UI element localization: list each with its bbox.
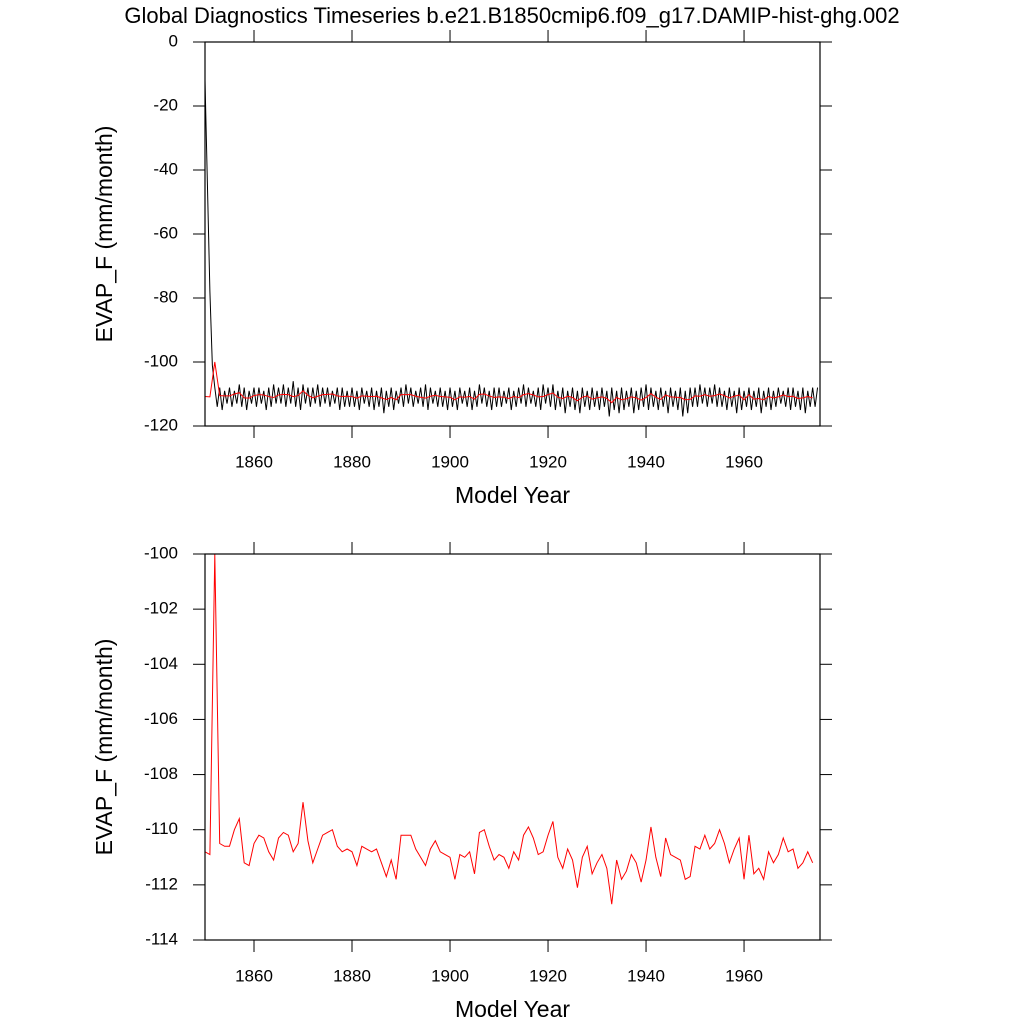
y-tick-label: -60 bbox=[153, 223, 178, 242]
x-axis-label: Model Year bbox=[455, 996, 570, 1022]
y-tick-label: -40 bbox=[153, 159, 178, 178]
y-tick-label: -80 bbox=[153, 287, 178, 306]
y-tick-label: -102 bbox=[144, 599, 178, 618]
plot-frame bbox=[204, 41, 821, 427]
chart-title: Global Diagnostics Timeseries b.e21.B185… bbox=[124, 3, 899, 28]
x-tick-label: 1960 bbox=[725, 452, 763, 471]
x-tick-label: 1940 bbox=[627, 452, 665, 471]
x-tick-label: 1940 bbox=[627, 966, 665, 985]
plot-frame bbox=[204, 553, 821, 941]
x-tick-label: 1960 bbox=[725, 966, 763, 985]
x-tick-label: 1900 bbox=[431, 966, 469, 985]
data-line bbox=[204, 361, 813, 404]
x-tick-label: 1920 bbox=[529, 966, 567, 985]
y-tick-label: -114 bbox=[145, 929, 178, 948]
y-tick-label: -112 bbox=[145, 874, 178, 893]
y-axis-label: EVAP_F (mm/month) bbox=[91, 126, 117, 343]
y-tick-label: -100 bbox=[144, 543, 178, 562]
data-line bbox=[204, 553, 814, 905]
y-tick-label: -20 bbox=[153, 95, 178, 114]
y-tick-label: -100 bbox=[144, 351, 178, 370]
y-tick-label: -120 bbox=[144, 415, 178, 434]
y-axis-label: EVAP_F (mm/month) bbox=[91, 639, 117, 856]
x-tick-label: 1860 bbox=[235, 452, 273, 471]
y-tick-label: -104 bbox=[144, 654, 178, 673]
y-tick-label: -110 bbox=[145, 819, 178, 838]
x-tick-label: 1860 bbox=[235, 966, 273, 985]
x-tick-label: 1920 bbox=[529, 452, 567, 471]
data-line bbox=[204, 80, 819, 417]
y-tick-label: 0 bbox=[169, 31, 178, 50]
x-axis-label: Model Year bbox=[455, 482, 570, 508]
x-tick-label: 1880 bbox=[333, 966, 371, 985]
y-tick-label: -106 bbox=[144, 709, 178, 728]
x-tick-label: 1880 bbox=[333, 452, 371, 471]
y-tick-label: -108 bbox=[144, 764, 178, 783]
x-tick-label: 1900 bbox=[431, 452, 469, 471]
